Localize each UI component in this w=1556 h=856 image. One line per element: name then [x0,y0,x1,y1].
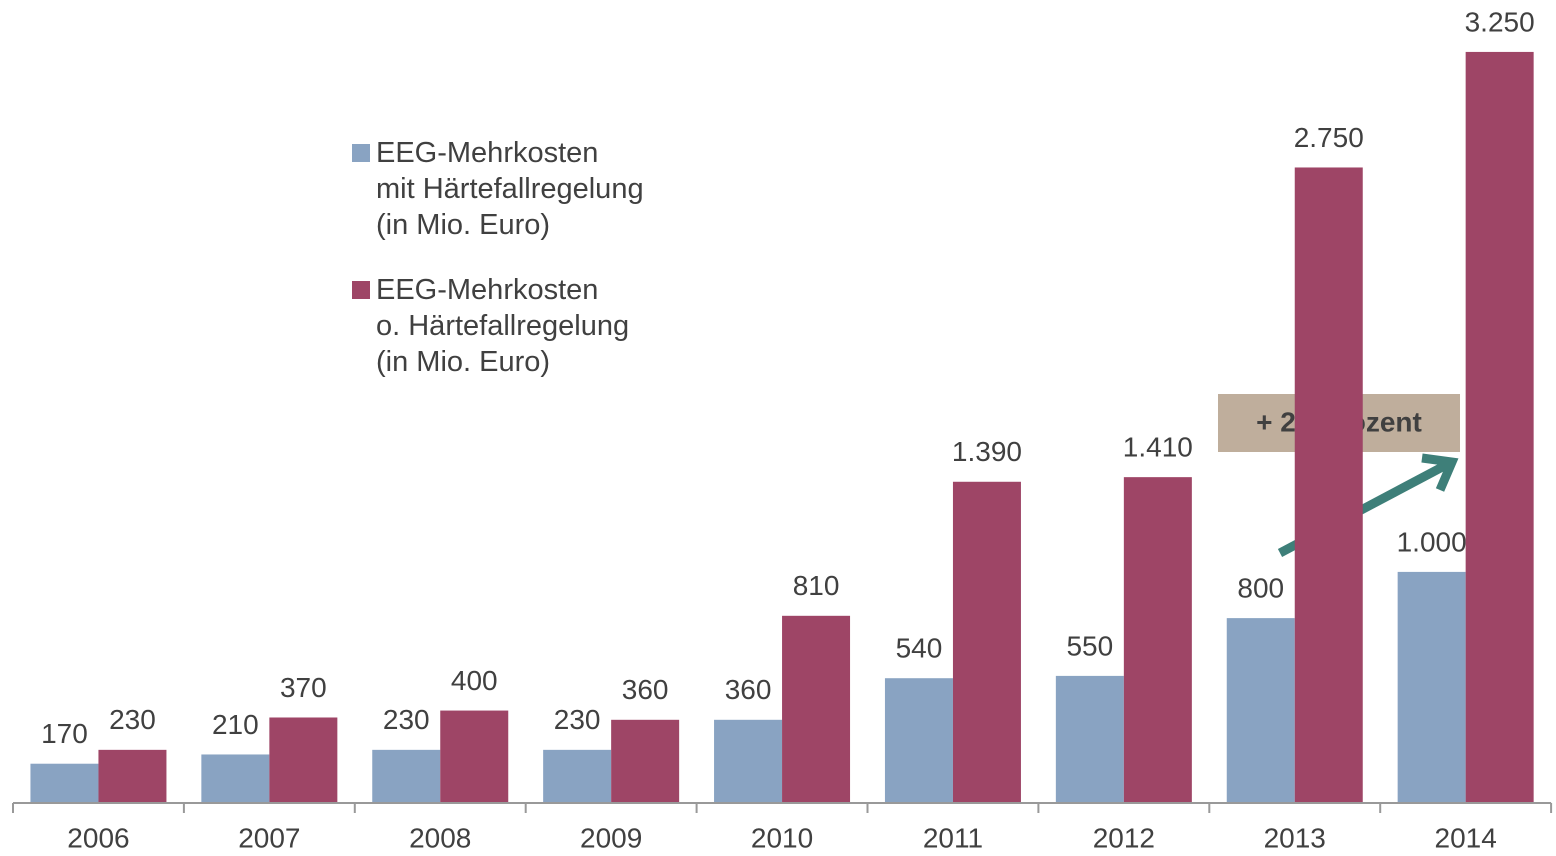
data-label: 540 [896,633,943,664]
data-label: 230 [109,704,156,735]
bar [1226,618,1295,803]
bar [1397,571,1466,803]
x-tick-label: 2008 [409,822,471,853]
bar [1123,477,1192,803]
x-tick-label: 2009 [580,822,642,853]
legend-label: EEG-Mehrkosten o. Härtefallregelung (in … [376,274,630,378]
arrow-head [1421,453,1459,492]
legend-swatch [352,281,370,299]
bar [714,719,783,803]
legend-swatch [352,144,370,162]
x-tick-label: 2006 [67,822,129,853]
x-tick-label: 2014 [1435,822,1497,853]
data-label: 360 [622,674,669,705]
data-label: 230 [554,704,601,735]
data-label: 800 [1237,573,1284,604]
legend-label: EEG-Mehrkosten mit Härtefallregelung (in… [376,137,644,241]
data-label: 400 [451,665,498,696]
x-tick-label: 2010 [751,822,813,853]
bar [440,710,509,803]
data-label: 1.390 [952,436,1022,467]
bar [98,749,167,803]
data-label: 1.410 [1123,432,1193,463]
bar [30,763,99,803]
bar [201,754,270,803]
x-tick-label: 2013 [1264,822,1326,853]
x-tick-label: 2007 [238,822,300,853]
bar [269,717,338,803]
data-label: 230 [383,704,430,735]
bar [1294,167,1363,804]
data-label: 550 [1066,630,1113,661]
data-label: 810 [793,570,840,601]
bar [884,678,953,803]
bar [782,615,851,803]
data-label: 360 [725,674,772,705]
bar [1055,675,1124,803]
bar [611,719,680,803]
x-tick-label: 2011 [923,822,983,853]
data-label: 210 [212,709,259,740]
data-label: 1.000 [1397,526,1467,557]
bar [1465,51,1534,804]
data-label: 370 [280,672,327,703]
data-label: 2.750 [1294,122,1364,153]
bar [952,481,1021,803]
data-label: 170 [41,718,88,749]
bar [543,749,612,803]
bar [372,749,441,803]
data-label: 3.250 [1465,6,1535,37]
x-tick-label: 2012 [1093,822,1155,853]
